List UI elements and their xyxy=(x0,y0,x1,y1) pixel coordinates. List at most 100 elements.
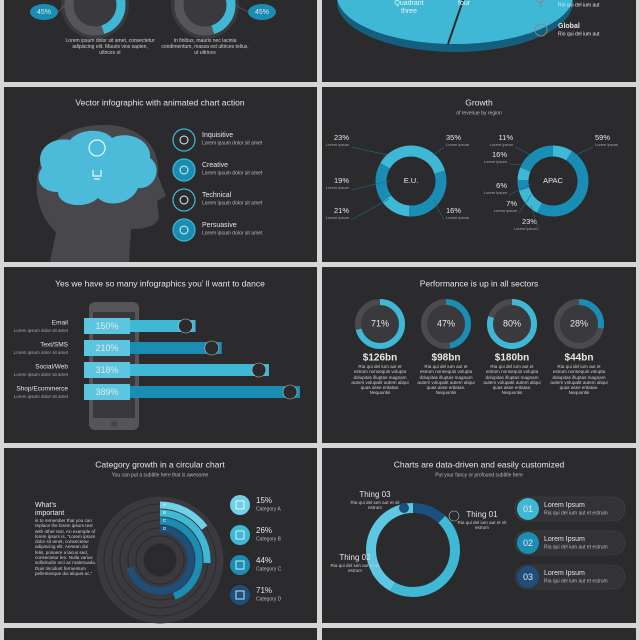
list-pill xyxy=(514,530,626,556)
leader-line xyxy=(350,146,390,156)
percent: 44% xyxy=(256,556,272,565)
list-badge xyxy=(517,532,539,554)
thing-icon xyxy=(372,567,382,577)
slide xyxy=(322,267,636,443)
category-name: Category A xyxy=(256,506,281,512)
segment-label: 6% xyxy=(496,181,507,190)
heading: What’s important xyxy=(35,502,65,518)
slide-title: Vector infographic with animated chart a… xyxy=(75,97,244,107)
category-name: Category D xyxy=(256,596,282,602)
category-name: Category B xyxy=(256,536,282,542)
item-label: Persuasive xyxy=(202,222,237,229)
ring-segment-decor xyxy=(366,503,460,597)
list-title: Lorem Ipsum xyxy=(544,570,585,577)
segment-text: Lorem ipsum xyxy=(494,208,518,213)
channel-text: Lorem ipsum dolor sit amet xyxy=(14,328,69,333)
thing-name: Thing 01 xyxy=(466,510,498,519)
donut-fill xyxy=(559,304,599,344)
percent: 80% xyxy=(503,318,521,328)
channel-name: Shop/Ecommerce xyxy=(16,386,68,393)
percent: 389% xyxy=(95,387,118,397)
amount: $126bn xyxy=(363,353,397,364)
connector xyxy=(57,4,66,13)
leader-line xyxy=(508,183,532,196)
list-text: Ria qui del ium aut et estrum xyxy=(544,544,608,550)
segment-text: Lorem ipsum xyxy=(514,226,538,231)
list-badge xyxy=(517,566,539,588)
list-badge xyxy=(517,498,539,520)
list-number: 01 xyxy=(523,504,533,514)
percent: 47% xyxy=(437,318,455,328)
connector xyxy=(234,4,249,13)
pie-label: four xyxy=(458,0,471,7)
value-box xyxy=(84,340,130,356)
item-icon xyxy=(172,218,196,242)
donut-fill xyxy=(426,304,466,344)
pin-icon xyxy=(535,0,546,9)
sector-text: Ria qui del ium aut et estrum nonsequis … xyxy=(483,364,541,396)
value-box xyxy=(84,384,130,400)
percent: 71% xyxy=(371,318,389,328)
list-text: Ria qui del ium aut et estrum xyxy=(544,578,608,584)
category-glyph xyxy=(235,560,245,570)
item-icon xyxy=(172,188,196,212)
bar-icon xyxy=(251,362,267,378)
sector-text: Ria qui del ium aut et estrum nonsequis … xyxy=(417,364,475,396)
list-number: 02 xyxy=(523,538,533,548)
ring-letter: A xyxy=(163,502,166,507)
category-glyph xyxy=(235,590,245,600)
category-icon xyxy=(230,585,250,605)
ring-segment xyxy=(517,145,589,217)
slide xyxy=(4,628,317,640)
region-name: APAC xyxy=(543,176,563,185)
ring-segment xyxy=(375,145,447,217)
legend-text: Rio qui del ium aut xyxy=(558,2,600,8)
segment-text: Lorem ipsum xyxy=(595,142,619,147)
item-icon-glyph xyxy=(179,225,189,235)
brain xyxy=(38,130,157,206)
leader-line xyxy=(350,180,390,191)
segment-label: 59% xyxy=(595,133,610,142)
ring-guide xyxy=(96,496,224,624)
ring-arc xyxy=(64,0,126,36)
bar-icon xyxy=(282,384,298,400)
item-icon-glyph xyxy=(179,195,189,205)
value-box xyxy=(84,362,130,378)
item-text: Lorem ipsum dolor sit amet xyxy=(202,200,263,206)
category-icon xyxy=(230,495,250,515)
segment-label: 16% xyxy=(446,206,461,215)
amount: $98bn xyxy=(432,353,461,364)
channel-name: Email xyxy=(52,320,69,327)
ring-arc xyxy=(117,517,203,603)
ring-letter: D xyxy=(163,526,167,531)
percent: 26% xyxy=(256,526,272,535)
bar-icon xyxy=(204,340,220,356)
item-icon-glyph xyxy=(179,135,189,145)
leader-line xyxy=(432,146,445,156)
caption: Lorem ipsum dolor sit amet, consectetur … xyxy=(65,38,155,56)
thing-name: Thing 03 xyxy=(359,490,391,499)
legend-title: Global xyxy=(558,23,580,30)
percent: 28% xyxy=(570,318,588,328)
segment-text: Lorem ipsum xyxy=(490,142,514,147)
donut-fill xyxy=(492,304,532,344)
phone-button xyxy=(111,421,117,427)
leader-line xyxy=(518,194,532,214)
item-text: Lorem ipsum dolor sit amet xyxy=(202,230,263,236)
sector-text: Ria qui del ium aut et estrum nonsequis … xyxy=(351,364,409,396)
segment-label: 11% xyxy=(499,133,514,142)
slide-subtitle: Put your fancy or profound subtitle here xyxy=(435,472,523,478)
ring-guide xyxy=(136,536,184,584)
thing-text: Ria qui del ium aut et vit estrum xyxy=(350,500,400,511)
segment-text: Lorem ipsum xyxy=(326,142,350,147)
channel-name: Social/Web xyxy=(35,364,68,371)
thing-text: Ria qui del ium aut et vit estrum xyxy=(330,563,380,574)
item-label: Inquisitive xyxy=(202,132,233,139)
slide-title: Yes we have so many infographics you’ ll… xyxy=(55,278,265,288)
slide-subtitle: You can put a subtitle here that is awes… xyxy=(112,472,209,478)
segment-label: 21% xyxy=(334,206,349,215)
globe-icon xyxy=(534,23,548,37)
ring-letter: B xyxy=(163,510,166,515)
segment-label: 23% xyxy=(522,217,537,226)
